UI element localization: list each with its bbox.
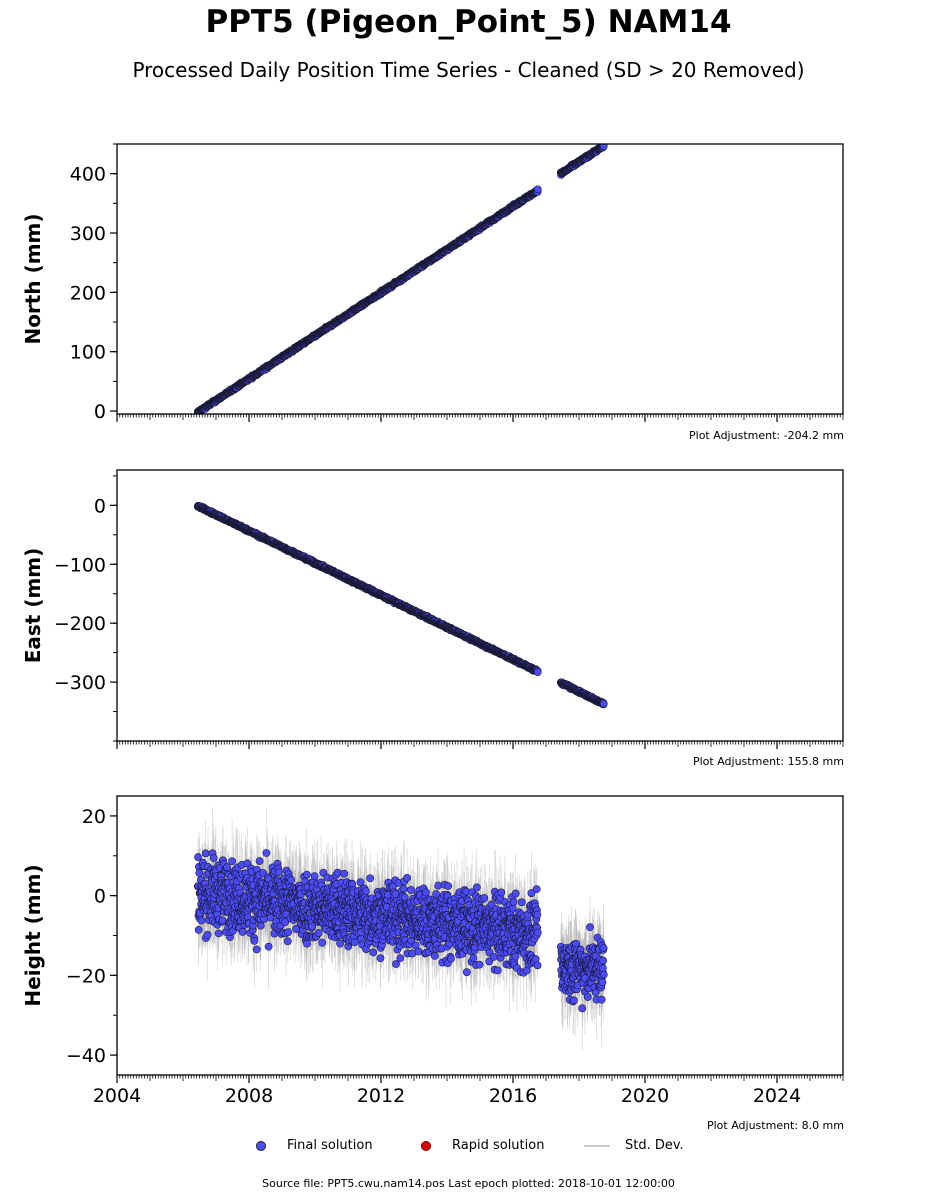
east-series	[193, 501, 608, 709]
north-points	[193, 144, 608, 414]
north-y-tick-label: 0	[94, 401, 106, 423]
north-y-tick-label: 400	[70, 164, 106, 186]
chart-subtitle: Processed Daily Position Time Series - C…	[132, 58, 805, 82]
north-panel: 0 100 200 300 400 North (mm)	[21, 143, 844, 423]
north-frame	[116, 143, 844, 415]
north-y-axis-label: North (mm)	[21, 213, 45, 344]
chart-title: PPT5 (Pigeon_Point_5) NAM14	[205, 4, 732, 40]
north-data-point	[599, 144, 608, 151]
north-y-tick-label: 300	[70, 223, 106, 245]
north-y-tick-label: 200	[70, 282, 106, 304]
north-y-tick-label: 100	[70, 342, 106, 364]
north-data-point	[533, 185, 542, 194]
north-series	[193, 144, 608, 414]
